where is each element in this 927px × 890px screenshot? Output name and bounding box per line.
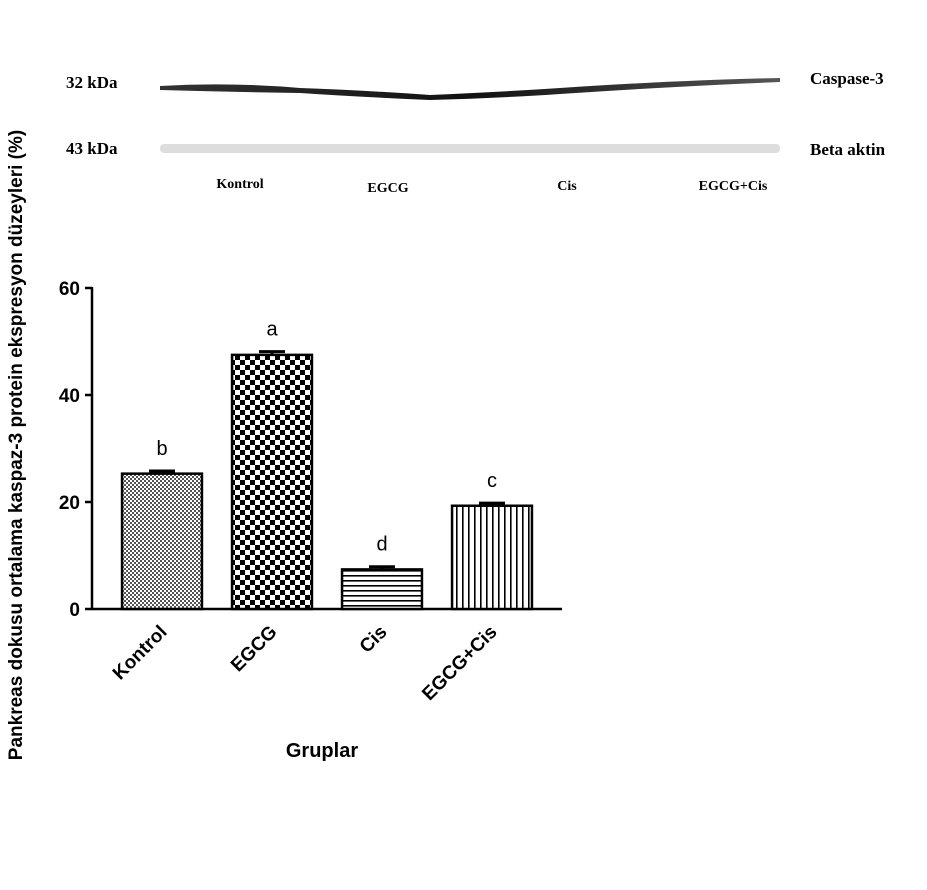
- marker-label: 43 kDa: [66, 139, 118, 158]
- protein-label: Beta aktin: [810, 140, 886, 159]
- annotation: d: [376, 534, 387, 556]
- marker-label: 32 kDa: [66, 73, 118, 92]
- protein-label: Caspase-3: [810, 69, 884, 88]
- bar: [122, 474, 202, 609]
- lane-label: Kontrol: [216, 177, 263, 192]
- page: {"blot": {"markers": ["32 kDa", "43 kDa"…: [0, 0, 927, 890]
- bar: [452, 506, 532, 609]
- actin-band: [160, 144, 780, 153]
- lane-label: EGCG+Cis: [699, 179, 768, 194]
- y-tick-label: 60: [59, 279, 80, 300]
- lane-label: Cis: [557, 179, 577, 194]
- figure: 32 kDa 43 kDa Caspase-3 Beta aktin Kontr…: [0, 0, 927, 890]
- y-axis-label: Pankreas dokusu ortalama kaspaz-3 protei…: [6, 130, 27, 760]
- y-tick-label: 20: [59, 493, 80, 514]
- bar: [232, 355, 312, 609]
- annotation: b: [156, 438, 167, 460]
- lane-label: EGCG: [367, 181, 408, 196]
- x-tick-label: Kontrol: [109, 622, 172, 685]
- y-tick-label: 40: [59, 386, 80, 407]
- x-tick-label: EGCG+Cis: [418, 622, 501, 705]
- annotation: a: [266, 319, 278, 341]
- x-axis-label: Gruplar: [286, 740, 358, 762]
- y-tick-label: 0: [69, 600, 80, 621]
- bar: [342, 569, 422, 609]
- annotation: c: [487, 470, 497, 492]
- x-tick-label: EGCG: [227, 622, 281, 676]
- caspase-band: [160, 78, 780, 100]
- x-tick-label: Cis: [356, 622, 392, 658]
